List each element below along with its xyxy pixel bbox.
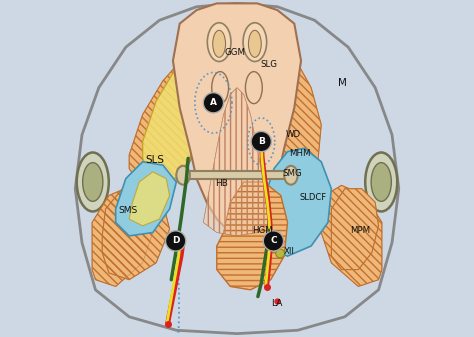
Text: SMG: SMG — [283, 169, 302, 178]
Polygon shape — [129, 20, 237, 195]
Polygon shape — [92, 185, 156, 286]
Circle shape — [276, 249, 284, 258]
Text: D: D — [172, 237, 180, 245]
Circle shape — [251, 131, 272, 152]
Text: XII: XII — [283, 247, 294, 255]
Text: MHM: MHM — [289, 149, 311, 158]
Polygon shape — [102, 189, 170, 280]
Ellipse shape — [213, 30, 226, 57]
Ellipse shape — [212, 72, 228, 104]
Polygon shape — [217, 182, 288, 290]
Polygon shape — [183, 171, 291, 179]
Text: M: M — [338, 78, 347, 88]
Polygon shape — [143, 24, 234, 185]
Ellipse shape — [284, 166, 298, 185]
Ellipse shape — [176, 166, 190, 185]
Text: B: B — [258, 137, 264, 146]
Polygon shape — [116, 162, 176, 236]
Ellipse shape — [243, 23, 267, 62]
Circle shape — [165, 231, 186, 251]
Polygon shape — [75, 3, 399, 334]
Polygon shape — [331, 189, 379, 270]
Text: SMS: SMS — [118, 206, 137, 215]
Circle shape — [263, 231, 283, 251]
Text: WD: WD — [286, 130, 301, 139]
Ellipse shape — [82, 162, 103, 201]
Polygon shape — [129, 172, 170, 226]
Text: SLDCF: SLDCF — [300, 193, 327, 202]
Ellipse shape — [365, 152, 397, 212]
Text: GGM: GGM — [225, 48, 246, 57]
Text: HGM: HGM — [252, 226, 273, 235]
Polygon shape — [264, 148, 331, 256]
Text: A: A — [210, 98, 217, 107]
Text: LA: LA — [271, 299, 283, 308]
Ellipse shape — [207, 23, 231, 62]
Text: HB: HB — [215, 179, 228, 188]
Ellipse shape — [371, 162, 392, 201]
Text: C: C — [270, 237, 277, 245]
Polygon shape — [318, 185, 382, 286]
Text: SLG: SLG — [261, 60, 278, 68]
Circle shape — [203, 93, 224, 113]
Ellipse shape — [77, 152, 109, 212]
Ellipse shape — [248, 30, 261, 57]
Text: MPM: MPM — [350, 226, 370, 235]
Polygon shape — [203, 88, 271, 236]
Polygon shape — [240, 20, 321, 202]
Polygon shape — [173, 3, 301, 233]
Ellipse shape — [246, 72, 262, 104]
Text: SLS: SLS — [145, 155, 164, 165]
